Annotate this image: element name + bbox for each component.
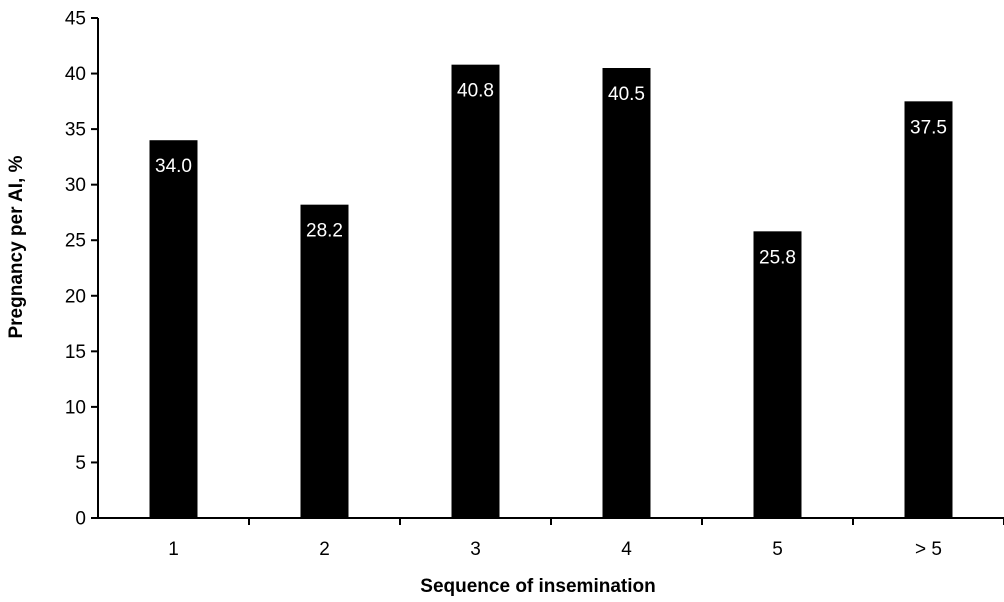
x-tick-label: 5 (772, 539, 783, 560)
x-axis-ticks: 1 2 3 4 5 > 5 (168, 518, 1004, 560)
bar (149, 140, 198, 518)
y-tick-label: 10 (65, 397, 86, 418)
y-tick-label: 40 (65, 64, 86, 85)
y-axis-title: Pregnancy per AI, % (6, 155, 27, 338)
data-labels-group: 34.0 28.2 40.8 40.5 25.8 37.5 (155, 81, 947, 269)
x-axis-title: Sequence of insemination (420, 576, 655, 597)
bar-data-label: 40.5 (608, 84, 645, 105)
x-tick-label: 1 (168, 539, 179, 560)
bar-data-label: 34.0 (155, 156, 192, 177)
bar-data-label: 25.8 (759, 247, 796, 268)
bar (300, 204, 349, 518)
bar-data-label: 40.8 (457, 81, 494, 102)
y-tick-label: 35 (65, 120, 86, 141)
bar-data-label: 28.2 (306, 221, 343, 242)
y-tick-label: 45 (65, 9, 86, 30)
bar-data-label: 37.5 (910, 117, 947, 138)
y-tick-label: 15 (65, 342, 86, 363)
bar (602, 68, 651, 518)
y-tick-label: 25 (65, 231, 86, 252)
bar (904, 101, 953, 518)
bars-group (149, 64, 953, 519)
x-tick-label: 2 (319, 539, 330, 560)
bar (451, 64, 500, 519)
y-axis-ticks: 0 5 10 15 20 25 30 35 40 45 (65, 9, 98, 530)
bar (753, 231, 802, 519)
x-tick-label: 3 (470, 539, 481, 560)
y-tick-label: 30 (65, 175, 86, 196)
y-tick-label: 0 (75, 509, 86, 530)
y-tick-label: 20 (65, 286, 86, 307)
x-tick-label: > 5 (915, 539, 942, 560)
y-tick-label: 5 (75, 453, 86, 474)
x-tick-label: 4 (621, 539, 632, 560)
